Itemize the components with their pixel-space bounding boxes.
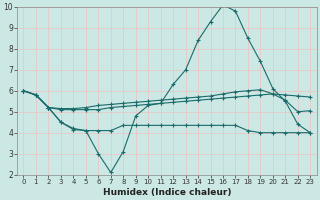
X-axis label: Humidex (Indice chaleur): Humidex (Indice chaleur) xyxy=(103,188,231,197)
